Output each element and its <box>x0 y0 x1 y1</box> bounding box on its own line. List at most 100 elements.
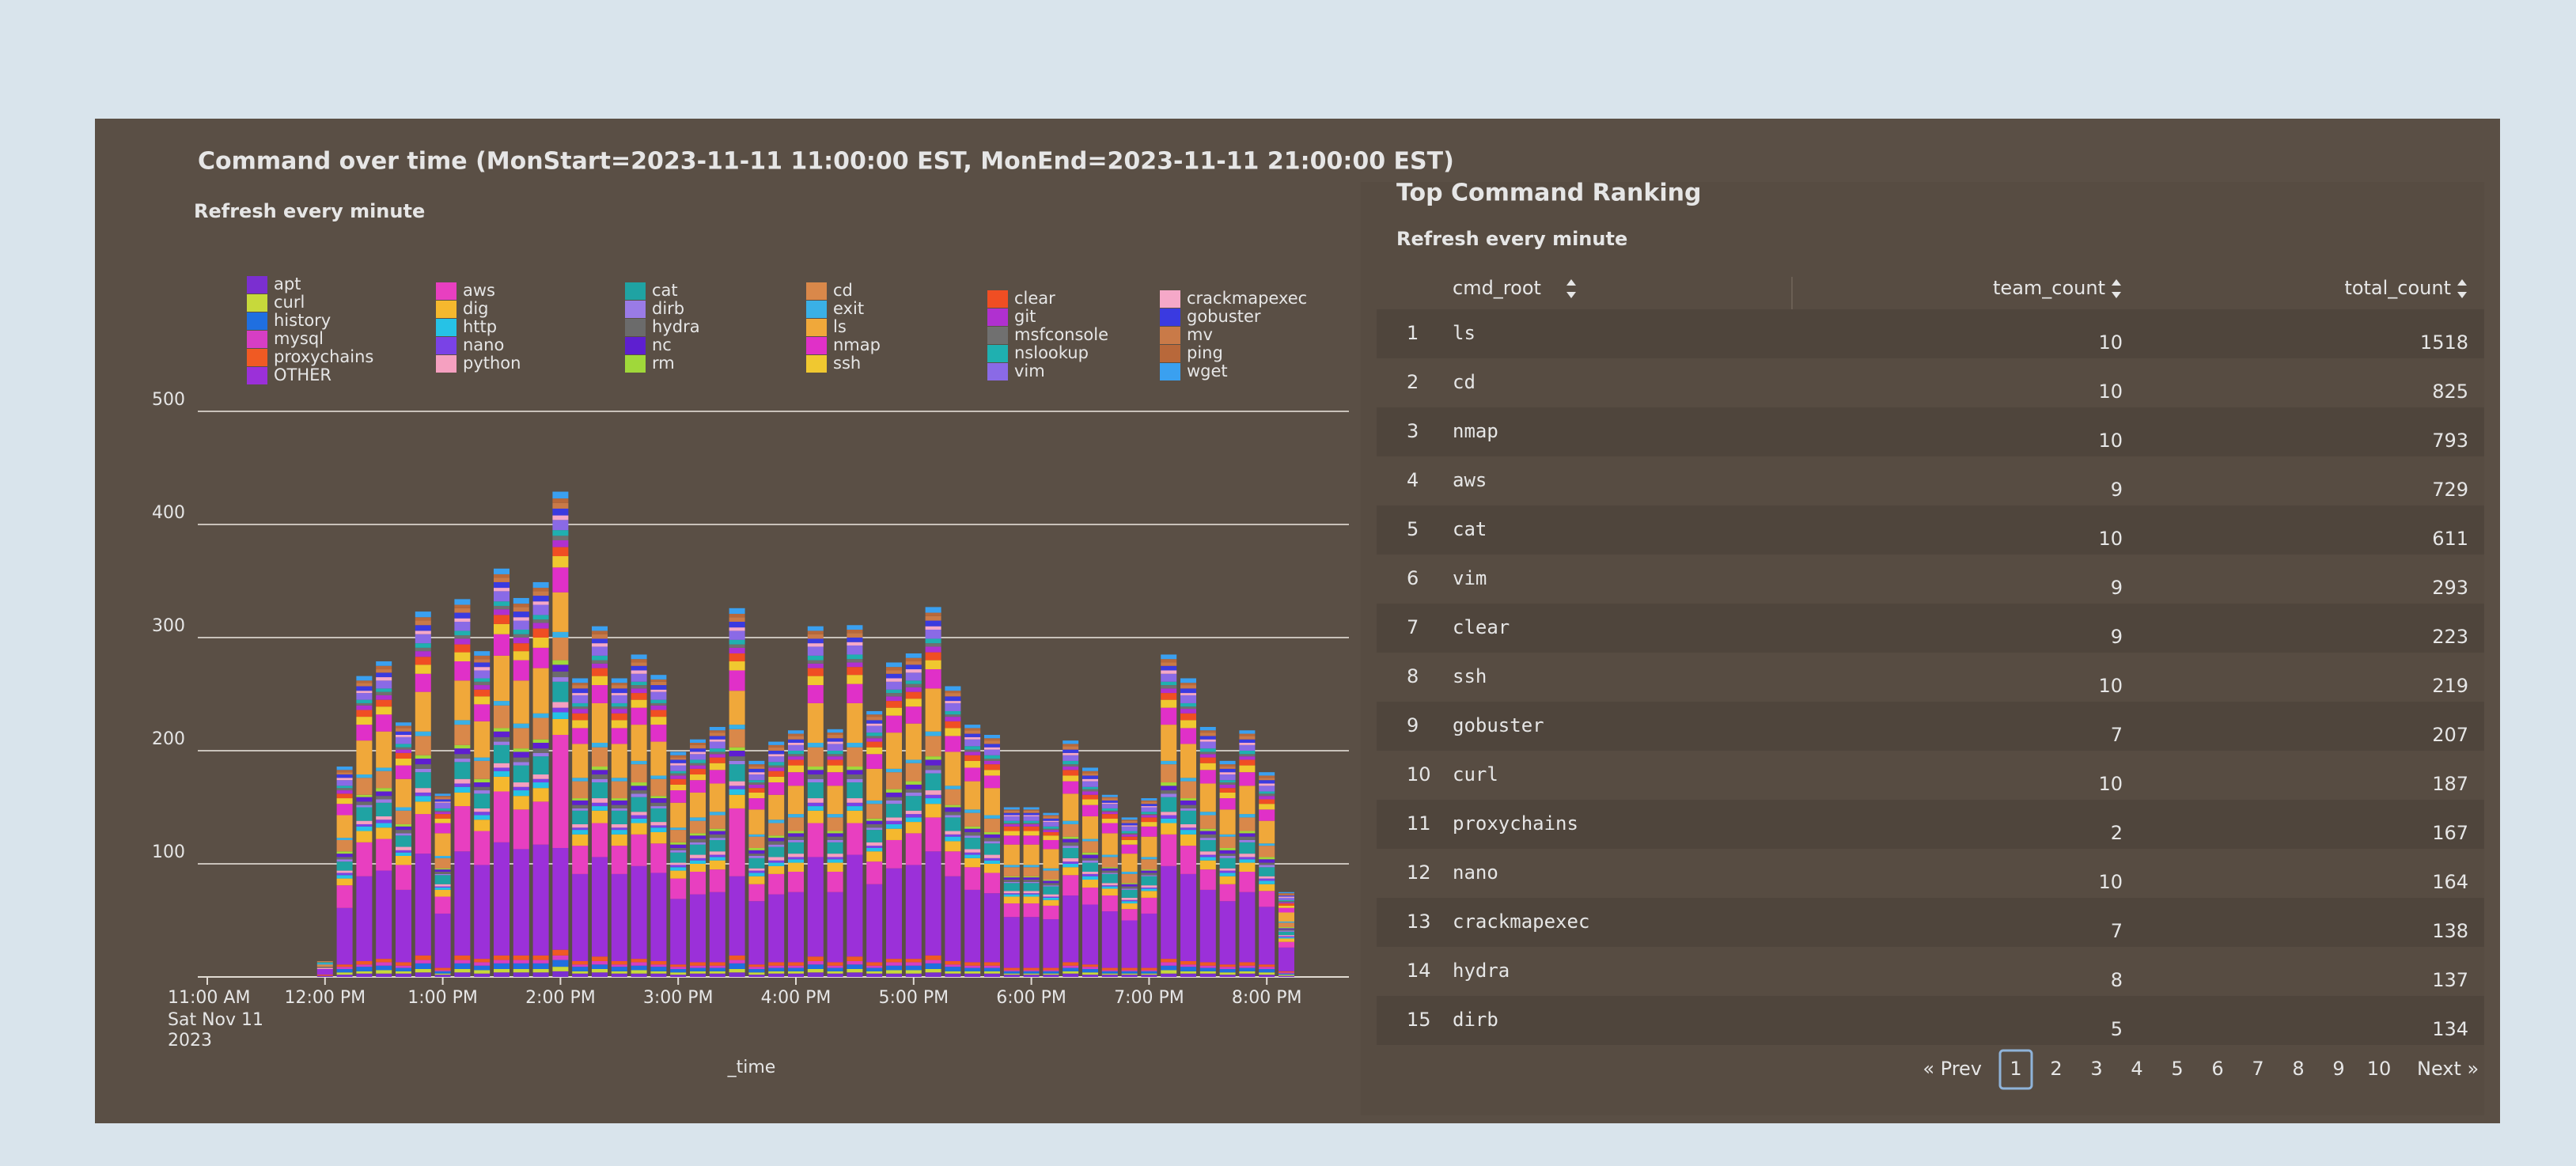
bar-segment <box>709 834 725 839</box>
bar-segment <box>690 894 706 963</box>
bar-segment <box>768 767 785 771</box>
bar-segment <box>1279 907 1294 913</box>
column-header[interactable]: team_count <box>1993 277 2105 299</box>
bar-segment <box>788 833 804 837</box>
bar-segment <box>1219 784 1236 789</box>
bar-segment <box>316 964 333 967</box>
bar-segment <box>396 722 411 726</box>
pagination-page[interactable]: 8 <box>2292 1058 2304 1080</box>
bar-segment <box>474 959 491 963</box>
bar-segment <box>1003 973 1020 975</box>
bar-segment <box>1180 834 1196 846</box>
sort-icon[interactable] <box>1566 279 1576 298</box>
pagination-prev[interactable]: « Prev <box>1923 1058 1982 1080</box>
pagination-page[interactable]: 4 <box>2131 1058 2142 1080</box>
bar-segment <box>592 778 608 783</box>
bar-segment <box>513 607 529 612</box>
bar-segment <box>748 774 765 781</box>
bar-segment <box>1063 846 1079 848</box>
bar-segment <box>690 835 706 839</box>
bar-segment <box>866 818 883 821</box>
bar-segment <box>631 659 647 663</box>
bar-segment <box>572 709 589 714</box>
bar-segment <box>454 661 471 681</box>
bar-segment <box>788 759 804 766</box>
bar-segment <box>552 955 569 960</box>
bar-segment <box>788 736 804 740</box>
pagination-page[interactable]: 6 <box>2211 1058 2223 1080</box>
bar-segment <box>1219 847 1236 850</box>
bar-segment <box>1141 815 1157 818</box>
bar-segment <box>925 652 941 661</box>
table-cell: 3 <box>1407 420 1419 442</box>
bar-segment <box>788 967 804 971</box>
bar-segment <box>729 794 745 808</box>
bar-segment <box>945 714 961 717</box>
bar-segment <box>1023 893 1040 895</box>
bar-segment <box>788 839 804 842</box>
legend-swatch <box>247 294 267 312</box>
bar-segment <box>474 667 491 671</box>
bar-segment <box>336 968 353 973</box>
column-header[interactable]: total_count <box>2344 277 2451 299</box>
bar-segment <box>1082 816 1098 839</box>
bar-segment <box>474 831 491 865</box>
bar-segment <box>748 855 765 858</box>
sort-icon[interactable] <box>2457 279 2467 298</box>
bar-segment <box>847 742 863 748</box>
bar-segment <box>768 894 785 963</box>
pagination-page[interactable]: 5 <box>2171 1058 2183 1080</box>
bar-segment <box>1199 748 1216 752</box>
pagination-page[interactable]: 10 <box>2367 1058 2392 1080</box>
bar-segment <box>788 892 804 963</box>
bar-segment <box>552 971 569 977</box>
bar-segment <box>494 731 510 737</box>
bar-segment <box>396 759 411 766</box>
pagination-page[interactable]: 1 <box>2010 1058 2021 1080</box>
bar-segment <box>494 574 510 578</box>
bar-segment <box>376 827 392 839</box>
table-cell: 6 <box>1407 567 1419 589</box>
bar-segment <box>984 841 1000 844</box>
bar-segment <box>376 731 392 768</box>
bar-segment <box>1199 839 1216 852</box>
bar-segment <box>1082 799 1098 805</box>
column-header[interactable]: cmd_root <box>1453 277 1541 299</box>
bar-segment <box>729 608 745 614</box>
bar-segment <box>650 802 667 807</box>
bar-segment <box>532 601 549 605</box>
bar-segment <box>572 693 589 695</box>
bar-segment <box>748 792 765 799</box>
bar-segment <box>1063 744 1079 747</box>
bar-segment <box>1023 975 1040 977</box>
pagination-page[interactable]: 3 <box>2090 1058 2102 1080</box>
sort-icon[interactable] <box>2112 279 2121 298</box>
pagination-page[interactable]: 7 <box>2252 1058 2263 1080</box>
bar-segment <box>1199 741 1216 749</box>
bar-segment <box>1180 685 1196 689</box>
bar-segment <box>356 831 373 842</box>
bar-segment <box>513 680 529 724</box>
bar-segment <box>984 893 1000 963</box>
bar-segment <box>532 972 549 977</box>
bar-segment <box>611 688 627 694</box>
bar-segment <box>886 792 902 797</box>
bar-segment <box>1043 894 1059 897</box>
bar-segment <box>454 806 471 852</box>
pagination-page[interactable]: 2 <box>2050 1058 2062 1080</box>
bar-segment <box>1023 844 1040 865</box>
legend-swatch <box>436 355 456 373</box>
bar-segment <box>847 675 863 684</box>
bar-segment <box>690 965 706 968</box>
bar-segment <box>356 794 373 797</box>
bar-segment <box>866 800 883 804</box>
bar-segment <box>1161 685 1177 689</box>
bar-segment <box>1259 809 1275 821</box>
table-row <box>1377 947 2484 996</box>
bar-segment <box>1259 804 1275 810</box>
pagination-page[interactable]: 9 <box>2332 1058 2344 1080</box>
table-cell: 2 <box>1407 371 1419 393</box>
bar-segment <box>592 798 608 803</box>
pagination-next[interactable]: Next » <box>2417 1058 2479 1080</box>
bar-segment <box>396 846 411 850</box>
